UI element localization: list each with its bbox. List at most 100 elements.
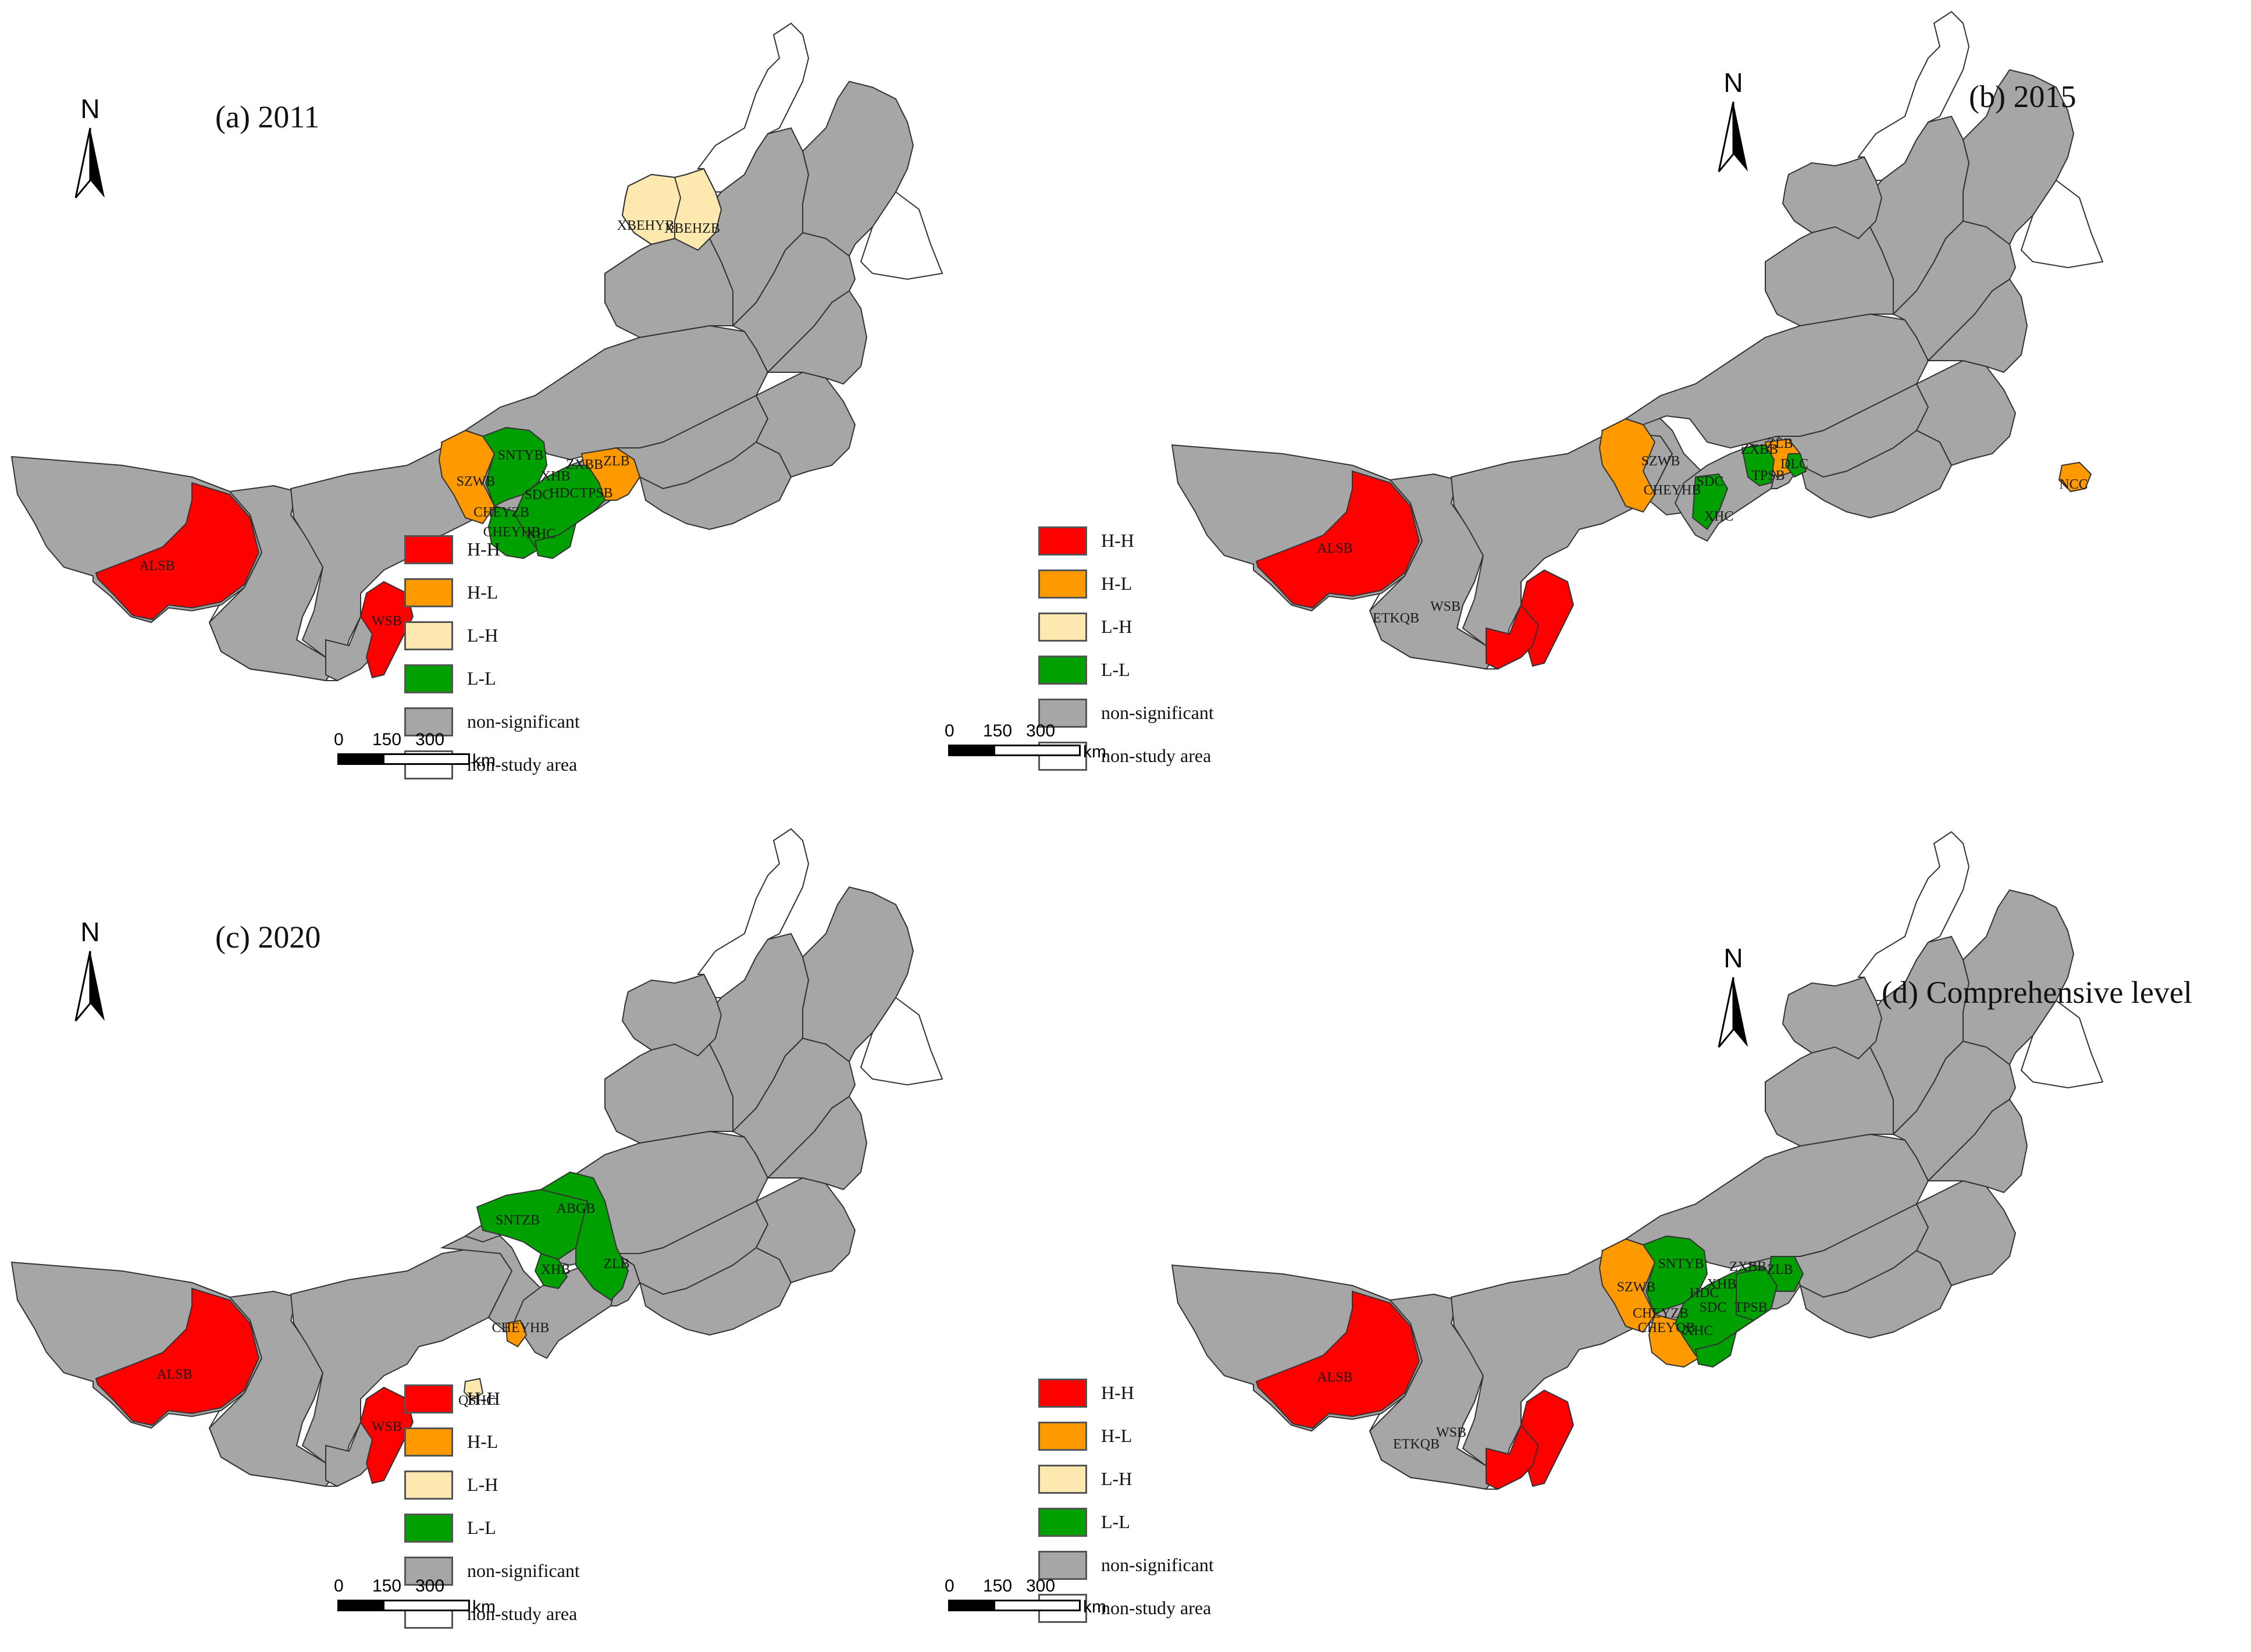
legend-label: L-H: [1101, 616, 1132, 637]
legend-swatch: [404, 578, 453, 607]
region-label: WSB: [1436, 1425, 1466, 1440]
region-label: WSB: [372, 614, 402, 629]
region-ordos: [1486, 1424, 1540, 1490]
map-panel-b: ALSB ETKQB WSB SZWB ZLB NCC CHEYHB SDC XHC ZXBB TP…: [945, 0, 2251, 826]
panel-title: (b) 2015: [1969, 79, 2077, 114]
region-wsb: [359, 581, 414, 679]
region-label: DLC: [1780, 457, 1808, 472]
north-arrow-icon: N: [1707, 67, 1760, 183]
cluster-region: [1694, 1330, 1737, 1368]
region-xbeh: [621, 973, 722, 1057]
region-xbeh: [1782, 976, 1883, 1060]
region-alsb: [1255, 1290, 1420, 1429]
north-letter: N: [80, 917, 100, 947]
region-label: CHEYHB: [1644, 483, 1701, 498]
region-label: CHEYHB: [483, 525, 541, 540]
scale-tick: 300: [415, 1576, 445, 1596]
region-szwb: [438, 429, 496, 525]
region-label: ALSB: [1317, 1370, 1352, 1385]
legend-label: non-study area: [467, 1603, 578, 1624]
cluster-region: [505, 1319, 528, 1348]
legend-label: H-H: [467, 539, 500, 560]
region-label: SDC: [1700, 1300, 1727, 1315]
region-alsb: [95, 1287, 260, 1426]
legend-swatch: [404, 621, 453, 650]
legend-label: H-H: [1101, 530, 1134, 551]
legend-swatch: [1038, 1551, 1087, 1580]
scale-tick: 0: [945, 1576, 954, 1596]
map-panel-a: ALSB WSB SZWB ZLB XBEHYB XBEHZB SNTYB XHB ZXBB HD…: [0, 0, 1126, 826]
region-label: SZWB: [1641, 454, 1680, 469]
region-label: SZWB: [457, 474, 496, 489]
region-label: ZXBB: [1729, 1259, 1766, 1274]
cluster-map: ALSB WSB CHEYHB QSHC SNTZB ABGB XHB ZLB: [10, 828, 943, 1487]
legend-label: L-L: [1101, 659, 1130, 680]
panel-title: (a) 2011: [215, 99, 320, 134]
region-label: XBEHZB: [664, 221, 720, 236]
legend-label: L-H: [467, 1474, 498, 1495]
legend-label: L-H: [1101, 1468, 1132, 1489]
region-label: TPSB: [1734, 1300, 1767, 1315]
legend-label: H-H: [467, 1388, 500, 1409]
region-szwb: [1598, 418, 1656, 513]
region-label: ETKQB: [1393, 1437, 1440, 1452]
scale-bar-segment: [993, 745, 1081, 756]
region-label: HDC: [1690, 1286, 1719, 1301]
legend-label: non-significant: [467, 1560, 580, 1581]
legend-label: H-L: [467, 1431, 498, 1452]
region-label: TPSB: [1751, 468, 1785, 483]
scale-tick: 0: [334, 730, 344, 749]
region-label: SZWB: [1617, 1280, 1656, 1295]
legend-swatch: [1038, 1379, 1087, 1408]
region-label: SNTZB: [496, 1213, 540, 1228]
legend-label: L-L: [467, 668, 496, 689]
region-alsb: [95, 482, 260, 621]
legend-label: H-H: [1101, 1382, 1134, 1403]
legend-label: non-study area: [467, 754, 578, 775]
legend-label: L-L: [467, 1517, 496, 1538]
cluster-region: [534, 1252, 568, 1290]
cluster-region: [1691, 473, 1729, 531]
legend-swatch: [1038, 1422, 1087, 1451]
region-wsb: [359, 1386, 414, 1484]
legend-swatch: [404, 1557, 453, 1586]
legend-label: L-L: [1101, 1511, 1130, 1532]
scale-unit: km: [472, 1597, 496, 1617]
region-label: XHC: [1704, 509, 1734, 524]
region-label: ZLB: [603, 1256, 629, 1272]
region-label: ETKQB: [1373, 611, 1419, 626]
region-label: SDC: [1697, 474, 1724, 489]
legend-swatch: [1038, 656, 1087, 685]
north-arrow-icon: N: [1707, 942, 1760, 1059]
scale-tick: 300: [415, 730, 445, 749]
scale-bar-segment: [948, 1600, 995, 1611]
region-chifeng: [639, 1247, 792, 1336]
legend-swatch: [1038, 613, 1087, 642]
north-letter: N: [80, 94, 100, 124]
legend-swatch: [1038, 526, 1087, 556]
legend-swatch: [404, 1427, 453, 1457]
region-label: NCC: [2059, 477, 2088, 492]
region-label: XHB: [1707, 1277, 1737, 1292]
region-label: CHEYZB: [473, 505, 529, 520]
scale-tick: 300: [1026, 1576, 1056, 1596]
legend-swatch: [1038, 699, 1087, 728]
cluster-region: [514, 465, 606, 554]
region-label: QSHC: [458, 1393, 496, 1408]
region-label: ZXBB: [566, 457, 603, 472]
scale-bar-segment: [337, 1600, 384, 1611]
region-label: WSB: [1430, 599, 1461, 614]
legend-label: non-significant: [1101, 702, 1214, 723]
legend-label: H-L: [1101, 1425, 1132, 1446]
region-label: ZLB: [1766, 436, 1793, 451]
cluster-region: [1736, 1267, 1778, 1322]
scale-bar-segment: [383, 1600, 470, 1611]
region-chifeng: [1799, 1249, 1953, 1339]
region-label: SNTYB: [1658, 1256, 1704, 1272]
legend-swatch: [404, 707, 453, 736]
region-label: XBEHYB: [617, 218, 675, 233]
region-label: ALSB: [139, 558, 174, 574]
region-label: ALSB: [156, 1367, 192, 1382]
